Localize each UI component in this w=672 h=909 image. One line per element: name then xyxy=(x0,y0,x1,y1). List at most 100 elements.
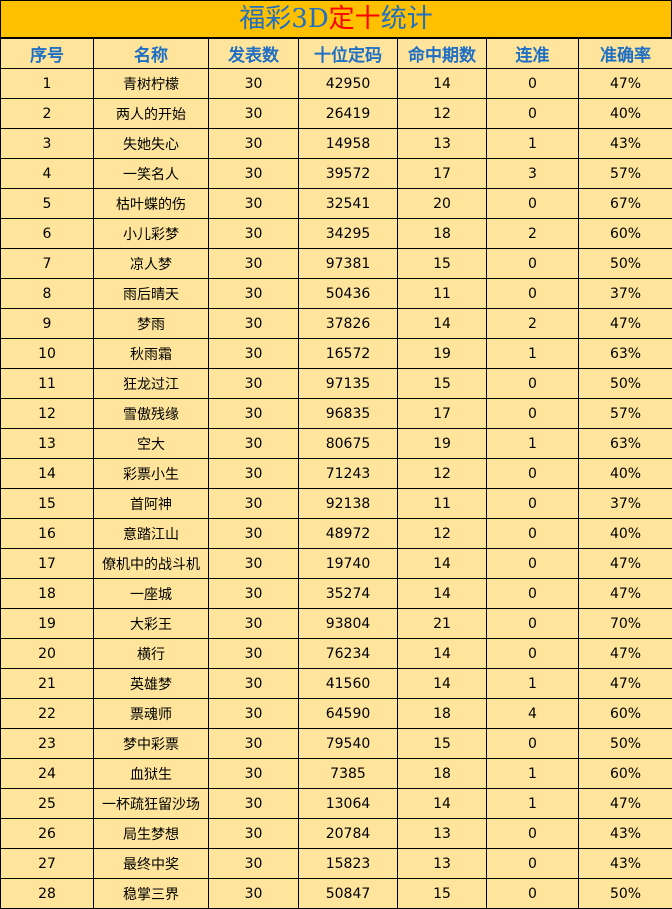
table-cell: 失她失心 xyxy=(93,128,209,159)
table-row: 22 票魂师 30 64590 18 4 60% xyxy=(0,698,672,729)
table-row: 9 梦雨 30 37826 14 2 47% xyxy=(0,308,672,339)
table-cell: 19 xyxy=(0,608,94,639)
table-cell: 67% xyxy=(578,188,672,219)
table-cell: 30 xyxy=(208,308,299,339)
table-cell: 30 xyxy=(208,428,299,459)
table-cell: 30 xyxy=(208,368,299,399)
table-cell: 50847 xyxy=(298,878,398,909)
table-cell: 0 xyxy=(486,848,579,879)
table-cell: 17 xyxy=(397,398,487,429)
table-row: 28 稳掌三界 30 50847 15 0 50% xyxy=(0,878,672,909)
table-cell: 0 xyxy=(486,278,579,309)
table-cell: 47% xyxy=(578,548,672,579)
table-cell: 47% xyxy=(578,668,672,699)
table-body: 1 青树柠檬 30 42950 14 0 47% 2 两人的开始 30 26419 12 0 40% 3 失她… xyxy=(0,68,672,909)
table-cell: 14 xyxy=(397,578,487,609)
table-cell: 2 xyxy=(486,218,579,249)
table-cell: 92138 xyxy=(298,488,398,519)
table-cell: 12 xyxy=(397,98,487,129)
table-cell: 雪傲残缘 xyxy=(93,398,209,429)
table-row: 17 僚机中的战斗机 30 19740 14 0 47% xyxy=(0,548,672,579)
table-cell: 两人的开始 xyxy=(93,98,209,129)
table-cell: 稳掌三界 xyxy=(93,878,209,909)
table-row: 14 彩票小生 30 71243 12 0 40% xyxy=(0,458,672,489)
table-cell: 6 xyxy=(0,218,94,249)
table-cell: 12 xyxy=(397,518,487,549)
title-highlight: 定十 xyxy=(328,4,381,34)
table-row: 20 横行 30 76234 14 0 47% xyxy=(0,638,672,669)
table-cell: 15 xyxy=(0,488,94,519)
table-cell: 97381 xyxy=(298,248,398,279)
table-cell: 19740 xyxy=(298,548,398,579)
table-cell: 17 xyxy=(0,548,94,579)
table-cell: 横行 xyxy=(93,638,209,669)
table-cell: 1 xyxy=(486,128,579,159)
table-cell: 4 xyxy=(0,158,94,189)
table-cell: 30 xyxy=(208,638,299,669)
table-cell: 5 xyxy=(0,188,94,219)
table-cell: 13 xyxy=(397,128,487,159)
table-row: 16 意踏江山 30 48972 12 0 40% xyxy=(0,518,672,549)
table-cell: 32541 xyxy=(298,188,398,219)
table-cell: 僚机中的战斗机 xyxy=(93,548,209,579)
table-cell: 60% xyxy=(578,758,672,789)
table-cell: 0 xyxy=(486,248,579,279)
table-cell: 25 xyxy=(0,788,94,819)
table-cell: 30 xyxy=(208,758,299,789)
header-cell: 发表数 xyxy=(208,38,299,69)
table-cell: 0 xyxy=(486,548,579,579)
table-cell: 27 xyxy=(0,848,94,879)
table-cell: 14 xyxy=(397,548,487,579)
table-cell: 彩票小生 xyxy=(93,458,209,489)
table-cell: 9 xyxy=(0,308,94,339)
table-cell: 30 xyxy=(208,608,299,639)
table-cell: 30 xyxy=(208,188,299,219)
table-cell: 10 xyxy=(0,338,94,369)
title-bar: 福彩3D定十统计 xyxy=(0,0,672,38)
table-row: 4 一笑名人 30 39572 17 3 57% xyxy=(0,158,672,189)
header-cell: 准确率 xyxy=(578,38,672,69)
table-cell: 70% xyxy=(578,608,672,639)
table-cell: 秋雨霜 xyxy=(93,338,209,369)
table-cell: 41560 xyxy=(298,668,398,699)
table-cell: 30 xyxy=(208,788,299,819)
table-cell: 1 xyxy=(486,428,579,459)
table-cell: 15 xyxy=(397,248,487,279)
table-cell: 0 xyxy=(486,398,579,429)
table-cell: 21 xyxy=(0,668,94,699)
table-cell: 76234 xyxy=(298,638,398,669)
table-cell: 21 xyxy=(397,608,487,639)
header-cell: 命中期数 xyxy=(397,38,487,69)
table-row: 6 小儿彩梦 30 34295 18 2 60% xyxy=(0,218,672,249)
table-cell: 30 xyxy=(208,578,299,609)
table-cell: 34295 xyxy=(298,218,398,249)
table-cell: 0 xyxy=(486,638,579,669)
title-part: 统计 xyxy=(380,4,433,34)
table-cell: 63% xyxy=(578,428,672,459)
table-cell: 0 xyxy=(486,608,579,639)
table-cell: 17 xyxy=(397,158,487,189)
table-cell: 13 xyxy=(397,848,487,879)
table-cell: 英雄梦 xyxy=(93,668,209,699)
table-cell: 26 xyxy=(0,818,94,849)
table-cell: 0 xyxy=(486,578,579,609)
table-cell: 0 xyxy=(486,98,579,129)
table-cell: 一笑名人 xyxy=(93,158,209,189)
table-cell: 空大 xyxy=(93,428,209,459)
table-cell: 30 xyxy=(208,698,299,729)
header-cell: 序号 xyxy=(0,38,94,69)
table-cell: 96835 xyxy=(298,398,398,429)
table-cell: 1 xyxy=(0,68,94,99)
table-cell: 43% xyxy=(578,818,672,849)
table-row: 7 凉人梦 30 97381 15 0 50% xyxy=(0,248,672,279)
table-row: 26 局生梦想 30 20784 13 0 43% xyxy=(0,818,672,849)
table-cell: 12 xyxy=(0,398,94,429)
table-cell: 22 xyxy=(0,698,94,729)
table-cell: 0 xyxy=(486,68,579,99)
table-cell: 11 xyxy=(397,278,487,309)
table-cell: 40% xyxy=(578,518,672,549)
table-cell: 30 xyxy=(208,338,299,369)
table-cell: 47% xyxy=(578,788,672,819)
table-cell: 一座城 xyxy=(93,578,209,609)
